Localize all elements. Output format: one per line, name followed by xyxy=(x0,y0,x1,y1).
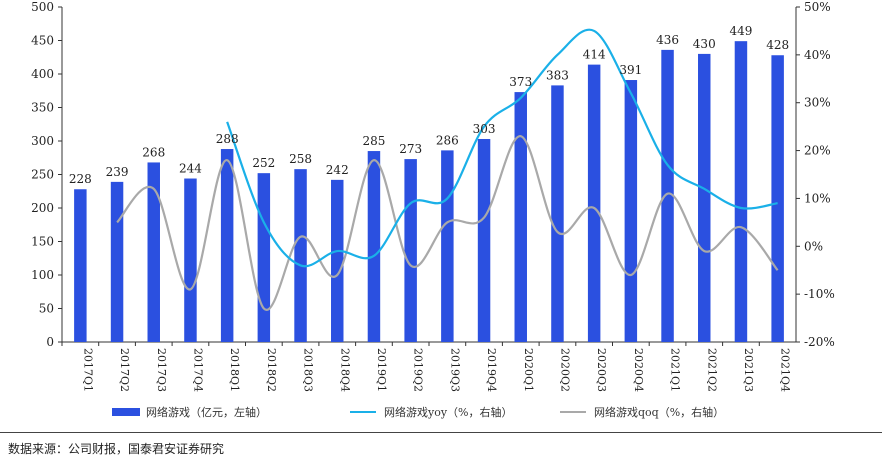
x-tick-label: 2017Q2 xyxy=(118,348,131,392)
right-tick-label: -10% xyxy=(804,287,835,301)
bar-value-label: 239 xyxy=(106,165,129,179)
bar-value-label: 303 xyxy=(473,122,496,136)
bar xyxy=(404,159,417,342)
bar xyxy=(734,41,748,343)
left-tick-label: 400 xyxy=(31,67,54,81)
x-tick-label: 2017Q4 xyxy=(191,348,204,392)
bar xyxy=(147,162,160,342)
bar xyxy=(698,53,711,343)
left-tick-label: 500 xyxy=(31,0,54,14)
x-tick-label: 2020Q1 xyxy=(522,348,535,392)
x-tick-label: 2019Q4 xyxy=(485,348,498,392)
x-tick-label: 2018Q4 xyxy=(338,348,351,392)
left-tick-label: 150 xyxy=(31,235,54,249)
bar xyxy=(771,55,784,343)
x-tick-label: 2021Q3 xyxy=(742,348,755,392)
bar-value-label: 268 xyxy=(142,145,165,159)
bar-value-label: 428 xyxy=(766,38,789,52)
bar xyxy=(294,169,307,342)
bar xyxy=(184,178,197,342)
source-divider xyxy=(0,432,882,433)
x-tick-label: 2021Q2 xyxy=(705,348,718,392)
bar-value-label: 436 xyxy=(656,33,679,47)
bar xyxy=(514,92,527,342)
right-tick-label: 10% xyxy=(804,191,831,205)
legend-item-bar-swatch xyxy=(112,408,140,416)
bar-value-label: 285 xyxy=(362,134,385,148)
right-tick-label: 30% xyxy=(804,96,831,110)
left-tick-label: 0 xyxy=(46,335,54,349)
x-tick-label: 2021Q1 xyxy=(669,348,682,392)
left-tick-label: 250 xyxy=(31,168,54,182)
x-tick-label: 2018Q3 xyxy=(302,348,315,392)
bar-value-label: 252 xyxy=(252,156,275,170)
left-tick-label: 350 xyxy=(31,101,54,115)
right-tick-label: 20% xyxy=(804,144,831,158)
bar-value-label: 288 xyxy=(216,132,239,146)
left-tick-label: 200 xyxy=(31,201,54,215)
bar xyxy=(624,80,638,342)
bar xyxy=(661,49,674,342)
data-labels-group: 228 239 268 244 288 252 258 242 285 273 286 303 373 3… xyxy=(69,24,789,186)
x-tick-label: 2021Q4 xyxy=(779,348,792,392)
bar xyxy=(257,173,271,342)
bar-value-label: 391 xyxy=(619,63,642,77)
bar-value-label: 244 xyxy=(179,162,202,176)
bar xyxy=(551,85,564,342)
bar xyxy=(74,189,87,342)
x-tick-label: 2020Q3 xyxy=(595,348,608,392)
right-tick-label: 0% xyxy=(804,239,823,253)
left-tick-label: 300 xyxy=(31,134,54,148)
bar xyxy=(477,138,491,342)
bars-group xyxy=(74,41,784,343)
x-tick-label: 2019Q2 xyxy=(412,348,425,392)
legend: 网络游戏（亿元，左轴） 网络游戏yoy（%，右轴） 网络游戏qoq（%，右轴） xyxy=(112,405,724,419)
bar-value-label: 273 xyxy=(399,142,422,156)
legend-item-qoq-label: 网络游戏qoq（%，右轴） xyxy=(594,405,724,419)
bar xyxy=(587,64,601,343)
x-tick-label: 2018Q2 xyxy=(265,348,278,392)
x-tick-label: 2017Q3 xyxy=(155,348,168,392)
left-tick-label: 450 xyxy=(31,34,54,48)
bar-value-label: 258 xyxy=(289,152,312,166)
x-tick-label: 2019Q1 xyxy=(375,348,388,392)
chart: 0 50 100 150 200 250 300 350 400 450 500 -20% -10% 0%… xyxy=(31,0,835,419)
left-tick-label: 50 xyxy=(39,302,54,316)
bar xyxy=(367,151,381,342)
bar-value-label: 228 xyxy=(69,172,92,186)
x-tick-label: 2020Q2 xyxy=(558,348,571,392)
right-tick-label: 40% xyxy=(804,48,831,62)
right-tick-label: -20% xyxy=(804,335,835,349)
legend-item-yoy-label: 网络游戏yoy（%，右轴） xyxy=(384,405,513,419)
bar xyxy=(220,149,234,342)
bar-value-label: 286 xyxy=(436,133,459,147)
source-note: 数据来源：公司财报，国泰君安证券研究 xyxy=(8,442,225,456)
bar-value-label: 242 xyxy=(326,163,349,177)
bar xyxy=(110,181,124,342)
left-tick-label: 100 xyxy=(31,268,54,282)
bar-value-label: 430 xyxy=(693,37,716,51)
right-tick-label: 50% xyxy=(804,0,831,14)
bar xyxy=(331,179,344,342)
bar xyxy=(441,150,454,342)
axes-group: 0 50 100 150 200 250 300 350 400 450 500 -20% -10% 0%… xyxy=(31,0,835,392)
x-tick-label: 2019Q3 xyxy=(448,348,461,392)
x-tick-label: 2018Q1 xyxy=(228,348,241,392)
yoy-line xyxy=(226,28,778,268)
lines-group xyxy=(116,28,779,311)
x-tick-label: 2020Q4 xyxy=(632,348,645,392)
qoq-line xyxy=(116,135,779,311)
legend-item-bar-label: 网络游戏（亿元，左轴） xyxy=(146,405,267,419)
x-tick-label: 2017Q1 xyxy=(81,348,94,392)
bar-value-label: 383 xyxy=(546,68,569,82)
bar-value-label: 373 xyxy=(509,75,532,89)
bar-value-label: 414 xyxy=(583,48,606,62)
bar-value-label: 449 xyxy=(729,24,752,38)
